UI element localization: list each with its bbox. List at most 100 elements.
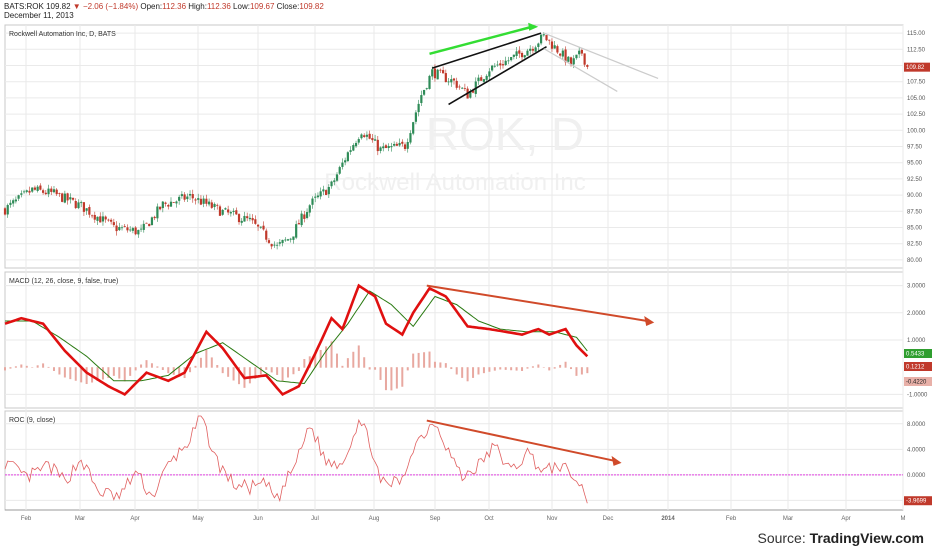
candle-body <box>227 209 230 213</box>
x-tick-label: Dec <box>603 516 614 522</box>
y-tick-label: 80.00 <box>907 258 923 264</box>
x-tick-label: M <box>901 516 906 522</box>
channel-upper <box>543 32 659 80</box>
candle-body <box>499 63 502 66</box>
tradingview-brand: TradingView.com <box>809 530 924 546</box>
macd-arrowhead <box>644 315 655 326</box>
candle-body <box>186 196 189 200</box>
candle-body <box>254 219 257 224</box>
macd-histogram-bar <box>254 367 257 379</box>
candle-body <box>314 196 317 198</box>
macd-histogram-bar <box>52 367 55 371</box>
candle-body <box>194 199 197 201</box>
candle-body <box>458 86 461 88</box>
candle-body <box>134 227 137 235</box>
macd-pane-title: MACD (12, 26, close, 9, false, true) <box>9 278 118 285</box>
candle-body <box>311 198 314 205</box>
macd-histogram-bar <box>384 367 387 391</box>
candle-body <box>488 71 491 77</box>
candle-body <box>273 244 276 246</box>
green-trend-arrow <box>429 26 531 56</box>
candle-body <box>246 216 249 219</box>
candle-body <box>191 194 194 199</box>
macd-histogram-bar <box>564 361 567 368</box>
candle-body <box>341 162 344 167</box>
macd-histogram-bar <box>161 367 164 371</box>
candle-body <box>575 54 578 59</box>
candle-body <box>537 43 540 47</box>
candle-body <box>316 195 320 198</box>
candle-body <box>188 194 192 196</box>
macd-histogram-bar <box>216 365 219 368</box>
candle-body <box>251 218 254 221</box>
candle-body <box>115 225 118 232</box>
candle-body <box>485 75 488 80</box>
candle-body <box>278 242 281 244</box>
macd-histogram-bar <box>374 367 377 370</box>
candle-body <box>131 228 134 231</box>
candle-body <box>139 228 143 230</box>
macd-signal-line <box>5 290 588 385</box>
candle-body <box>216 204 219 206</box>
candle-body <box>376 139 379 152</box>
candle-body <box>61 193 64 202</box>
candle-body <box>205 198 208 204</box>
candle-body <box>52 189 56 193</box>
candle-body <box>518 50 521 54</box>
candle-body <box>496 64 499 66</box>
macd-histogram-bar <box>504 367 507 370</box>
candle-body <box>232 210 235 212</box>
candle-body <box>110 219 113 222</box>
candle-body <box>289 238 292 240</box>
candle-body <box>28 190 31 193</box>
macd-histogram-bar <box>335 353 338 368</box>
macd-histogram-bar <box>531 366 534 368</box>
candle-body <box>256 224 260 227</box>
macd-histogram-bar <box>542 367 545 368</box>
candle-body <box>548 39 551 41</box>
candle-body <box>504 60 507 65</box>
macd-histogram-bar <box>559 364 562 368</box>
y-tick-label: 107.50 <box>907 80 926 86</box>
candle-body <box>507 60 510 62</box>
candle-body <box>129 229 132 231</box>
candle-body <box>305 212 309 218</box>
macd-histogram-bar <box>303 359 306 368</box>
candle-body <box>561 50 564 57</box>
roc-pane-title: ROC (9, close) <box>9 417 55 424</box>
macd-histogram-bar <box>248 367 251 384</box>
y-tick-label: 100.00 <box>907 128 926 134</box>
macd-histogram-bar <box>352 351 355 368</box>
candle-body <box>379 147 382 151</box>
candle-body <box>295 224 298 238</box>
candle-body <box>501 64 505 66</box>
candle-body <box>118 227 121 231</box>
candle-body <box>515 51 518 56</box>
macd-histogram-bar <box>390 367 393 391</box>
candle-body <box>335 174 339 181</box>
candle-body <box>169 201 173 207</box>
macd-histogram-bar <box>292 367 295 375</box>
candle-body <box>71 197 75 200</box>
macd-histogram-bar <box>118 367 121 379</box>
y-tick-label: -1.0000 <box>907 392 928 398</box>
roc-value-label: -3.9699 <box>906 499 927 505</box>
macd-histogram-bar <box>510 367 513 371</box>
source-credit: Source: TradingView.com <box>757 530 924 546</box>
candle-body <box>333 180 336 182</box>
macd-histogram-bar <box>238 367 241 385</box>
x-tick-label: Apr <box>130 516 139 522</box>
x-tick-label: Feb <box>726 516 737 522</box>
candle-body <box>221 209 224 215</box>
chart-header: BATS:ROK 109.82 ▼ −2.06 (−1.84%) Open:11… <box>4 2 324 11</box>
macd-histogram-bar <box>259 367 262 375</box>
x-tick-label: Oct <box>484 516 494 522</box>
y-tick-label: 1.0000 <box>907 338 926 344</box>
candle-body <box>248 217 252 220</box>
candle-body <box>428 75 431 89</box>
candle-body <box>66 193 69 201</box>
candle-body <box>267 240 271 243</box>
macd-histogram-bar <box>482 367 485 374</box>
x-tick-label: Mar <box>75 516 85 522</box>
